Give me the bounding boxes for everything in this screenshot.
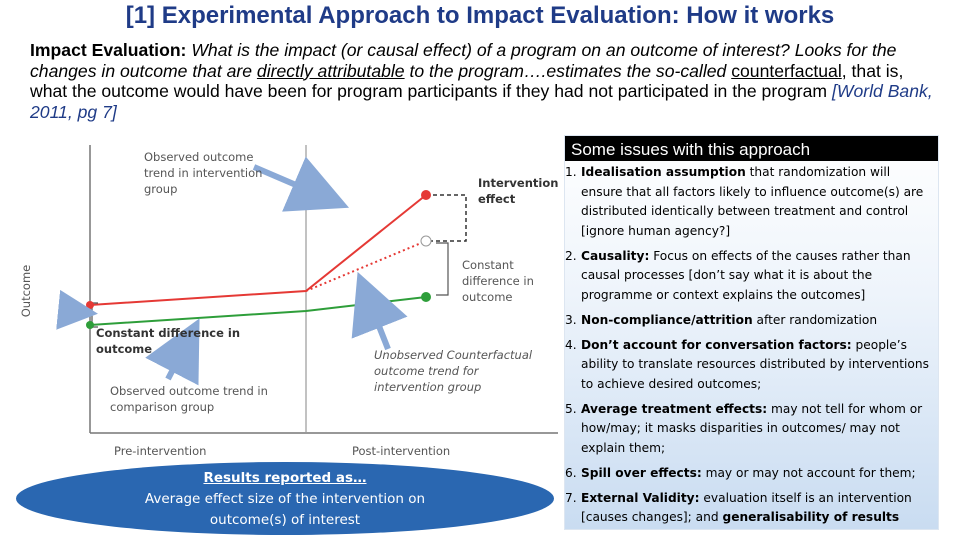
issues-heading: Some issues with this approach <box>565 136 938 161</box>
issue-item: 6. Spill over effects: may or may not acc… <box>565 465 916 480</box>
intervention-effect-label: Intervention effect <box>478 176 558 206</box>
x-label-pre: Pre-intervention <box>114 444 206 458</box>
observed-comparison-label: Observed outcome trend in comparison gro… <box>110 384 272 414</box>
constant-difference-left-label: Constant difference in outcome <box>96 326 244 356</box>
issue-item: 2. Causality: Focus on effects of the cau… <box>565 248 911 302</box>
citation-open: [ <box>831 81 837 101</box>
intro-directly-attributable: directly attributable <box>256 60 405 81</box>
issue-item: 4. Don’t account for conversation factors… <box>565 337 929 391</box>
intro-counterfactual: counterfactual <box>731 60 842 81</box>
point-intervention-end <box>421 190 431 200</box>
intro-lead: Impact Evaluation: <box>30 40 187 60</box>
x-label-post: Post-intervention <box>352 444 450 458</box>
intro-paragraph: Impact Evaluation: What is the impact (o… <box>30 40 935 122</box>
intro-line2-part2: to the program….estimates the so-called <box>409 60 727 81</box>
point-intervention-start <box>86 301 94 309</box>
issue-item: 3. Non-compliance/attrition after randomi… <box>565 312 878 327</box>
point-counterfactual-end <box>420 235 432 247</box>
results-line2: outcome(s) of interest <box>209 512 361 528</box>
results-heading: Results reported as… <box>203 470 367 486</box>
point-comparison-end <box>421 292 431 302</box>
observed-intervention-label: Observed outcome trend in intervention g… <box>144 150 266 196</box>
arrow-counterfactual <box>351 271 408 351</box>
unobserved-counterfactual-label: Unobserved Counterfactual outcome trend … <box>374 348 536 394</box>
citation-close: ] <box>111 101 117 122</box>
arrow-observed-intervention <box>252 156 350 212</box>
counterfactual-trend-line <box>305 240 427 292</box>
intro-question: What is the impact (or causal effect) of… <box>191 40 790 60</box>
constant-difference-right-label: Constant difference in outcome <box>462 258 538 304</box>
issue-item: 1. Idealisation assumption that randomiza… <box>565 165 924 238</box>
impact-evaluation-diagram: Outcome Observed outcome trend in interv… <box>18 133 558 468</box>
citation: World Bank, 2011, pg 7 <box>30 81 933 122</box>
issues-list: 1. Idealisation assumption that randomiza… <box>565 163 935 533</box>
slide-title: [1] Experimental Approach to Impact Eval… <box>125 2 835 29</box>
intervention-effect-bracket <box>426 194 467 242</box>
results-line1: Average effect size of the intervention … <box>144 491 426 507</box>
arrow-comparison <box>145 318 200 386</box>
intro-line3: , that is, what the outcome would have b… <box>30 60 904 102</box>
issue-item: 5. Average treatment effects: may not tel… <box>565 401 923 455</box>
point-comparison-start <box>86 321 94 329</box>
arrow-constant-left <box>56 289 98 330</box>
results-reported-ellipse: Results reported as… Average effect size… <box>16 462 554 535</box>
issue-item: 7. External Validity: evaluation itself i… <box>565 490 912 525</box>
issues-panel: Some issues with this approach 1. Idealis… <box>564 135 939 530</box>
y-axis-label: Outcome <box>19 265 33 318</box>
intro-line2-part1: Looks for the changes in outcome that ar… <box>30 40 897 81</box>
constant-difference-bracket-right <box>436 242 449 296</box>
